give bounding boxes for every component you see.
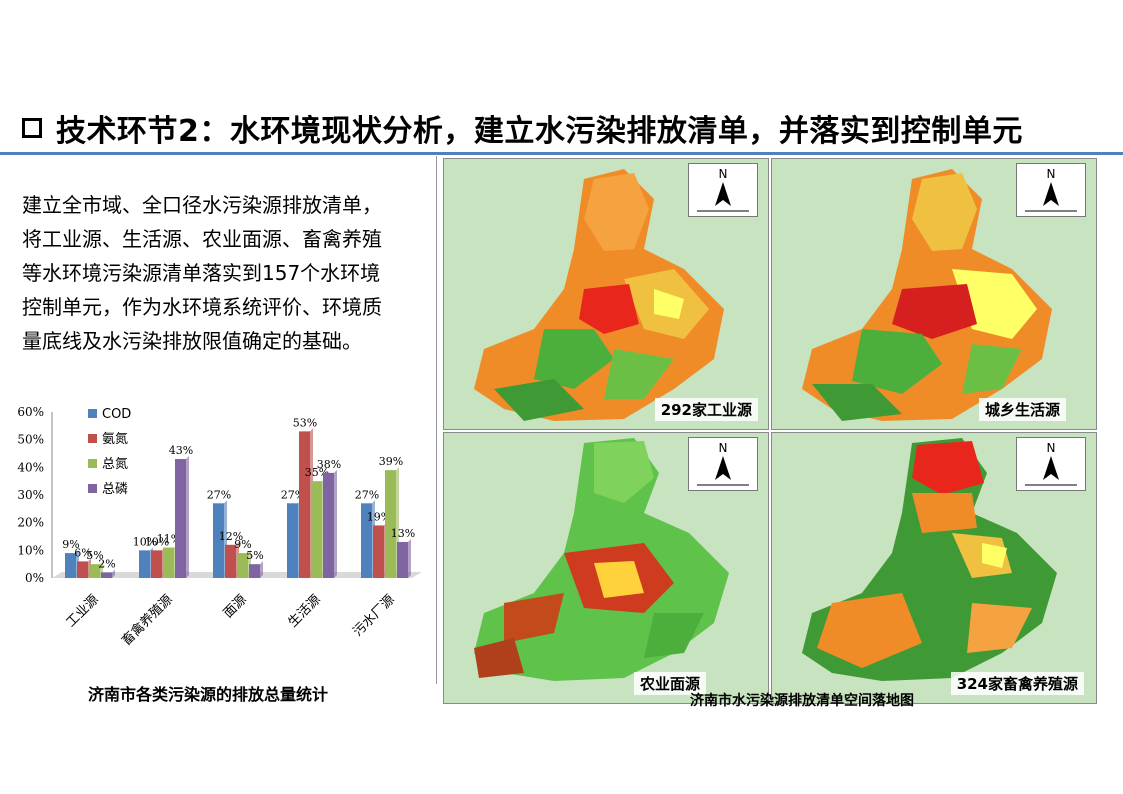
chart-bar (139, 550, 150, 578)
paragraph-line: 量底线及水污染排放限值确定的基础。 (22, 329, 362, 353)
legend-label: 总氮 (102, 457, 128, 472)
data-label: 6% (74, 546, 91, 559)
map-label: 农业面源 (634, 672, 707, 695)
legend-label: COD (102, 407, 131, 422)
slide-title-row: 技术环节2：水环境现状分析，建立水污染排放清单，并落实到控制单元 (22, 110, 1023, 149)
x-category-label: 畜禽养殖源 (119, 592, 176, 649)
map-label: 292家工业源 (654, 398, 758, 421)
north-arrow-box: N (688, 437, 758, 491)
chart-bar (163, 547, 174, 578)
legend-swatch (88, 459, 97, 468)
data-label: 12% (219, 530, 243, 543)
north-letter: N (1047, 441, 1056, 455)
x-category-label: 生活源 (286, 592, 324, 630)
maps-panel: N 292家工业源 N 城乡生活源 (436, 156, 1100, 704)
data-label: 27% (207, 488, 231, 501)
chart-bar (151, 550, 162, 578)
chart-bar (213, 503, 224, 578)
slide-title: 技术环节2：水环境现状分析，建立水污染排放清单，并落实到控制单元 (56, 114, 1023, 149)
legend-swatch (88, 434, 97, 443)
north-arrow-box: N (688, 163, 758, 217)
chart-bar (77, 561, 88, 578)
data-label: 38% (317, 458, 341, 471)
chart-bar (225, 544, 236, 578)
chart-bar (299, 431, 310, 578)
north-arrow-icon: N (1025, 167, 1077, 212)
y-tick-label: 50% (17, 433, 44, 447)
map-graphic (802, 169, 1052, 421)
y-tick-label: 0% (25, 571, 44, 585)
map-livestock-sources: N 324家畜禽养殖源 (771, 432, 1097, 704)
chart-bar (175, 459, 186, 578)
data-label: 9% (234, 538, 251, 551)
paragraph-line: 建立全市域、全口径水污染源排放清单， (22, 193, 382, 217)
north-letter: N (1047, 167, 1056, 181)
legend-label: 氨氮 (102, 432, 128, 447)
data-label: 39% (379, 455, 403, 468)
map-industrial-sources: N 292家工业源 (443, 158, 769, 430)
chart-bar (385, 470, 396, 578)
paragraph-line: 控制单元，作为水环境系统评价、环境质 (22, 295, 382, 319)
chart-bar (373, 525, 384, 578)
chart-bar (237, 553, 248, 578)
maps-caption: 济南市水污染源排放清单空间落地图 (690, 693, 914, 709)
chart-bar-side (186, 456, 189, 578)
data-label: 43% (169, 444, 193, 457)
data-label: 5% (246, 549, 263, 562)
chart-bar (65, 553, 76, 578)
x-category-label: 污水厂源 (350, 592, 397, 639)
chart-bar (287, 503, 298, 578)
north-arrow-icon: N (697, 167, 749, 212)
chart-bar (89, 564, 100, 578)
y-tick-label: 30% (17, 488, 44, 502)
y-tick-label: 40% (17, 460, 44, 474)
description-paragraph: 建立全市域、全口径水污染源排放清单， 将工业源、生活源、农业面源、畜禽养殖 等水… (22, 188, 414, 358)
x-category-label: 面源 (221, 592, 250, 621)
chart-bar (397, 542, 408, 578)
x-category-label: 工业源 (64, 592, 102, 630)
north-arrow-icon: N (1025, 441, 1077, 486)
map-agricultural-sources: N 农业面源 (443, 432, 769, 704)
north-arrow-box: N (1016, 163, 1086, 217)
map-label: 城乡生活源 (978, 398, 1066, 421)
paragraph-line: 将工业源、生活源、农业面源、畜禽养殖 (22, 227, 382, 251)
data-label: 13% (391, 527, 415, 540)
y-tick-label: 10% (17, 543, 44, 557)
data-label: 2% (98, 557, 115, 570)
chart-bar-side (112, 569, 115, 578)
map-graphic (474, 169, 724, 421)
map-label: 324家畜禽养殖源 (950, 672, 1084, 695)
chart-bar (101, 572, 112, 578)
legend-label: 总磷 (102, 482, 128, 497)
north-letter: N (719, 167, 728, 181)
map-graphic (802, 438, 1057, 681)
data-label: 27% (355, 488, 379, 501)
data-label: 5% (86, 549, 103, 562)
chart-caption: 济南市各类污染源的排放总量统计 (88, 685, 329, 704)
y-tick-label: 20% (17, 516, 44, 530)
square-bullet-icon (22, 118, 42, 138)
y-tick-label: 60% (17, 405, 44, 419)
data-label: 10% (133, 535, 157, 548)
chart-bar (361, 503, 372, 578)
title-underline (0, 152, 1123, 155)
chart-bar (323, 472, 334, 578)
legend-swatch (88, 484, 97, 493)
paragraph-line: 等水环境污染源清单落实到157个水环境 (22, 261, 381, 285)
map-graphic (474, 438, 729, 681)
chart-bar-side (260, 561, 263, 578)
legend-swatch (88, 409, 97, 418)
north-arrow-box: N (1016, 437, 1086, 491)
data-label: 9% (62, 538, 79, 551)
chart-bar (311, 481, 322, 578)
emission-bar-chart: 0%10%20%30%40%50%60%9%6%5%2%工业源10%10%11%… (17, 405, 422, 649)
data-label: 53% (293, 416, 317, 429)
chart-bar-side (334, 469, 337, 578)
data-label: 10% (145, 535, 169, 548)
chart-bar-side (408, 539, 411, 578)
north-letter: N (719, 441, 728, 455)
north-arrow-icon: N (697, 441, 749, 486)
chart-bar (249, 564, 260, 578)
map-domestic-sources: N 城乡生活源 (771, 158, 1097, 430)
